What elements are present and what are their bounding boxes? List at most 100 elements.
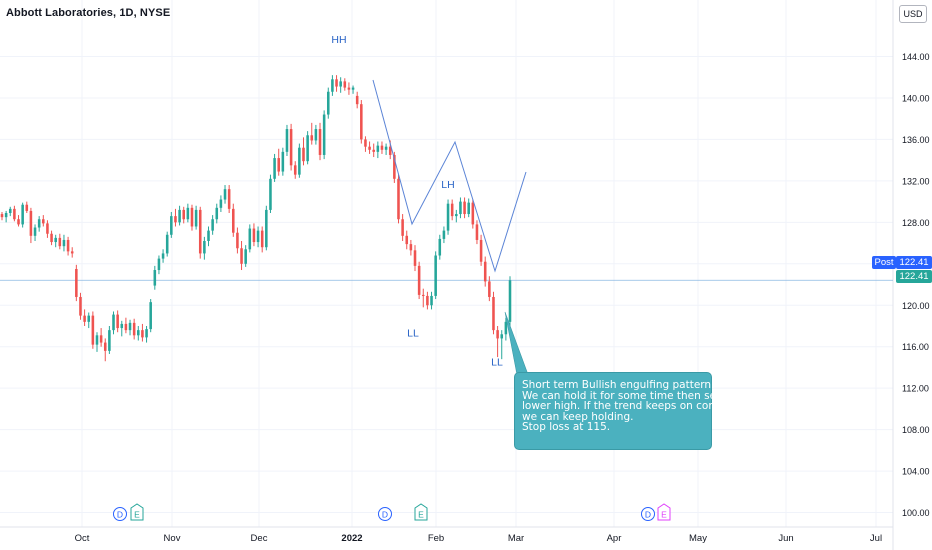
symbol-title: Abbott Laboratories, 1D, NYSE xyxy=(6,7,171,19)
candle-body xyxy=(128,322,132,331)
x-tick-label: Jun xyxy=(778,533,793,544)
candle xyxy=(137,325,140,341)
candle xyxy=(281,147,285,176)
candle-body xyxy=(467,202,470,215)
candle xyxy=(170,211,173,238)
candle xyxy=(401,214,404,241)
currency-selector[interactable]: USD xyxy=(899,5,927,23)
earnings-marker[interactable]: E xyxy=(414,503,428,521)
dividend-marker[interactable]: D xyxy=(378,507,392,521)
candle-body xyxy=(21,204,24,225)
candle xyxy=(62,234,66,252)
candle xyxy=(248,224,252,253)
candle-body xyxy=(335,79,338,87)
candle xyxy=(417,261,421,300)
candle xyxy=(434,251,437,300)
candle-body xyxy=(397,178,400,220)
candle-body xyxy=(145,329,148,338)
candle xyxy=(116,310,119,333)
candle-body xyxy=(463,201,466,215)
candle xyxy=(75,264,78,302)
callout-line: we can keep holding. xyxy=(522,410,634,423)
candle xyxy=(8,206,12,217)
candle xyxy=(459,197,462,219)
candle-body xyxy=(87,315,91,322)
y-tick-label: 140.00 xyxy=(902,93,930,103)
candle-body xyxy=(46,223,49,234)
candle xyxy=(376,141,380,159)
candle xyxy=(103,338,107,362)
candle-body xyxy=(190,207,194,227)
candle xyxy=(426,291,429,310)
candle-body xyxy=(260,230,264,248)
candle xyxy=(87,312,91,329)
candle-body xyxy=(355,95,359,105)
dividend-circle xyxy=(113,507,127,521)
event-marker-label: E xyxy=(661,510,667,520)
candle-body xyxy=(194,209,198,227)
candle-body xyxy=(306,135,309,162)
candle-body xyxy=(302,147,305,162)
earnings-marker[interactable]: E xyxy=(657,503,671,521)
candle xyxy=(190,204,194,231)
candle xyxy=(174,208,177,227)
candle-body xyxy=(141,330,144,338)
y-tick-label: 108.00 xyxy=(902,425,930,435)
candle-body xyxy=(8,208,12,214)
candle xyxy=(471,199,475,229)
candle-body xyxy=(388,146,392,155)
dividend-marker[interactable]: D xyxy=(641,507,655,521)
candle xyxy=(178,205,181,226)
candle-body xyxy=(405,235,409,245)
candle xyxy=(54,234,57,248)
candle-body xyxy=(120,323,124,329)
candle-body xyxy=(215,207,219,220)
candle xyxy=(232,203,235,237)
candle xyxy=(442,226,446,244)
candle xyxy=(372,143,375,158)
pattern-annotation: LL xyxy=(407,327,419,339)
candle-body xyxy=(42,219,45,224)
candle xyxy=(335,75,338,92)
candle xyxy=(260,226,264,253)
candle-body xyxy=(450,203,454,217)
candle xyxy=(273,153,276,182)
candle-body xyxy=(207,230,210,241)
candle-body xyxy=(417,265,421,295)
candle-body xyxy=(331,79,334,92)
candle xyxy=(240,240,243,271)
earnings-marker[interactable]: E xyxy=(130,503,144,521)
candle xyxy=(211,215,214,235)
candle-body xyxy=(244,249,247,264)
candle-body xyxy=(182,209,186,220)
candle-body xyxy=(29,210,33,236)
candle-body xyxy=(256,230,260,243)
candle xyxy=(450,199,454,221)
candle xyxy=(479,234,483,266)
earnings-shape xyxy=(414,503,428,521)
candle-body xyxy=(108,330,111,351)
candle-body xyxy=(66,239,70,252)
candle-body xyxy=(240,248,243,264)
candle xyxy=(0,211,4,221)
candle-body xyxy=(103,342,107,351)
candle xyxy=(289,123,293,171)
candle-body xyxy=(351,87,355,90)
candle-body xyxy=(492,296,495,331)
candle xyxy=(132,318,136,340)
candle-body xyxy=(13,208,16,220)
candle-body xyxy=(508,280,512,322)
candle xyxy=(384,143,388,155)
post-market-price: 122.41 xyxy=(896,256,932,269)
candle-body xyxy=(83,315,86,322)
pattern-annotation: HH xyxy=(331,34,346,46)
dividend-marker[interactable]: D xyxy=(113,507,127,521)
candle xyxy=(322,110,326,160)
candle-body xyxy=(211,219,214,231)
candle xyxy=(21,202,24,228)
analysis-callout[interactable]: Short term Bullish engulfing pattern. We… xyxy=(514,372,756,450)
candle-body xyxy=(380,145,384,150)
candle-body xyxy=(430,295,433,306)
